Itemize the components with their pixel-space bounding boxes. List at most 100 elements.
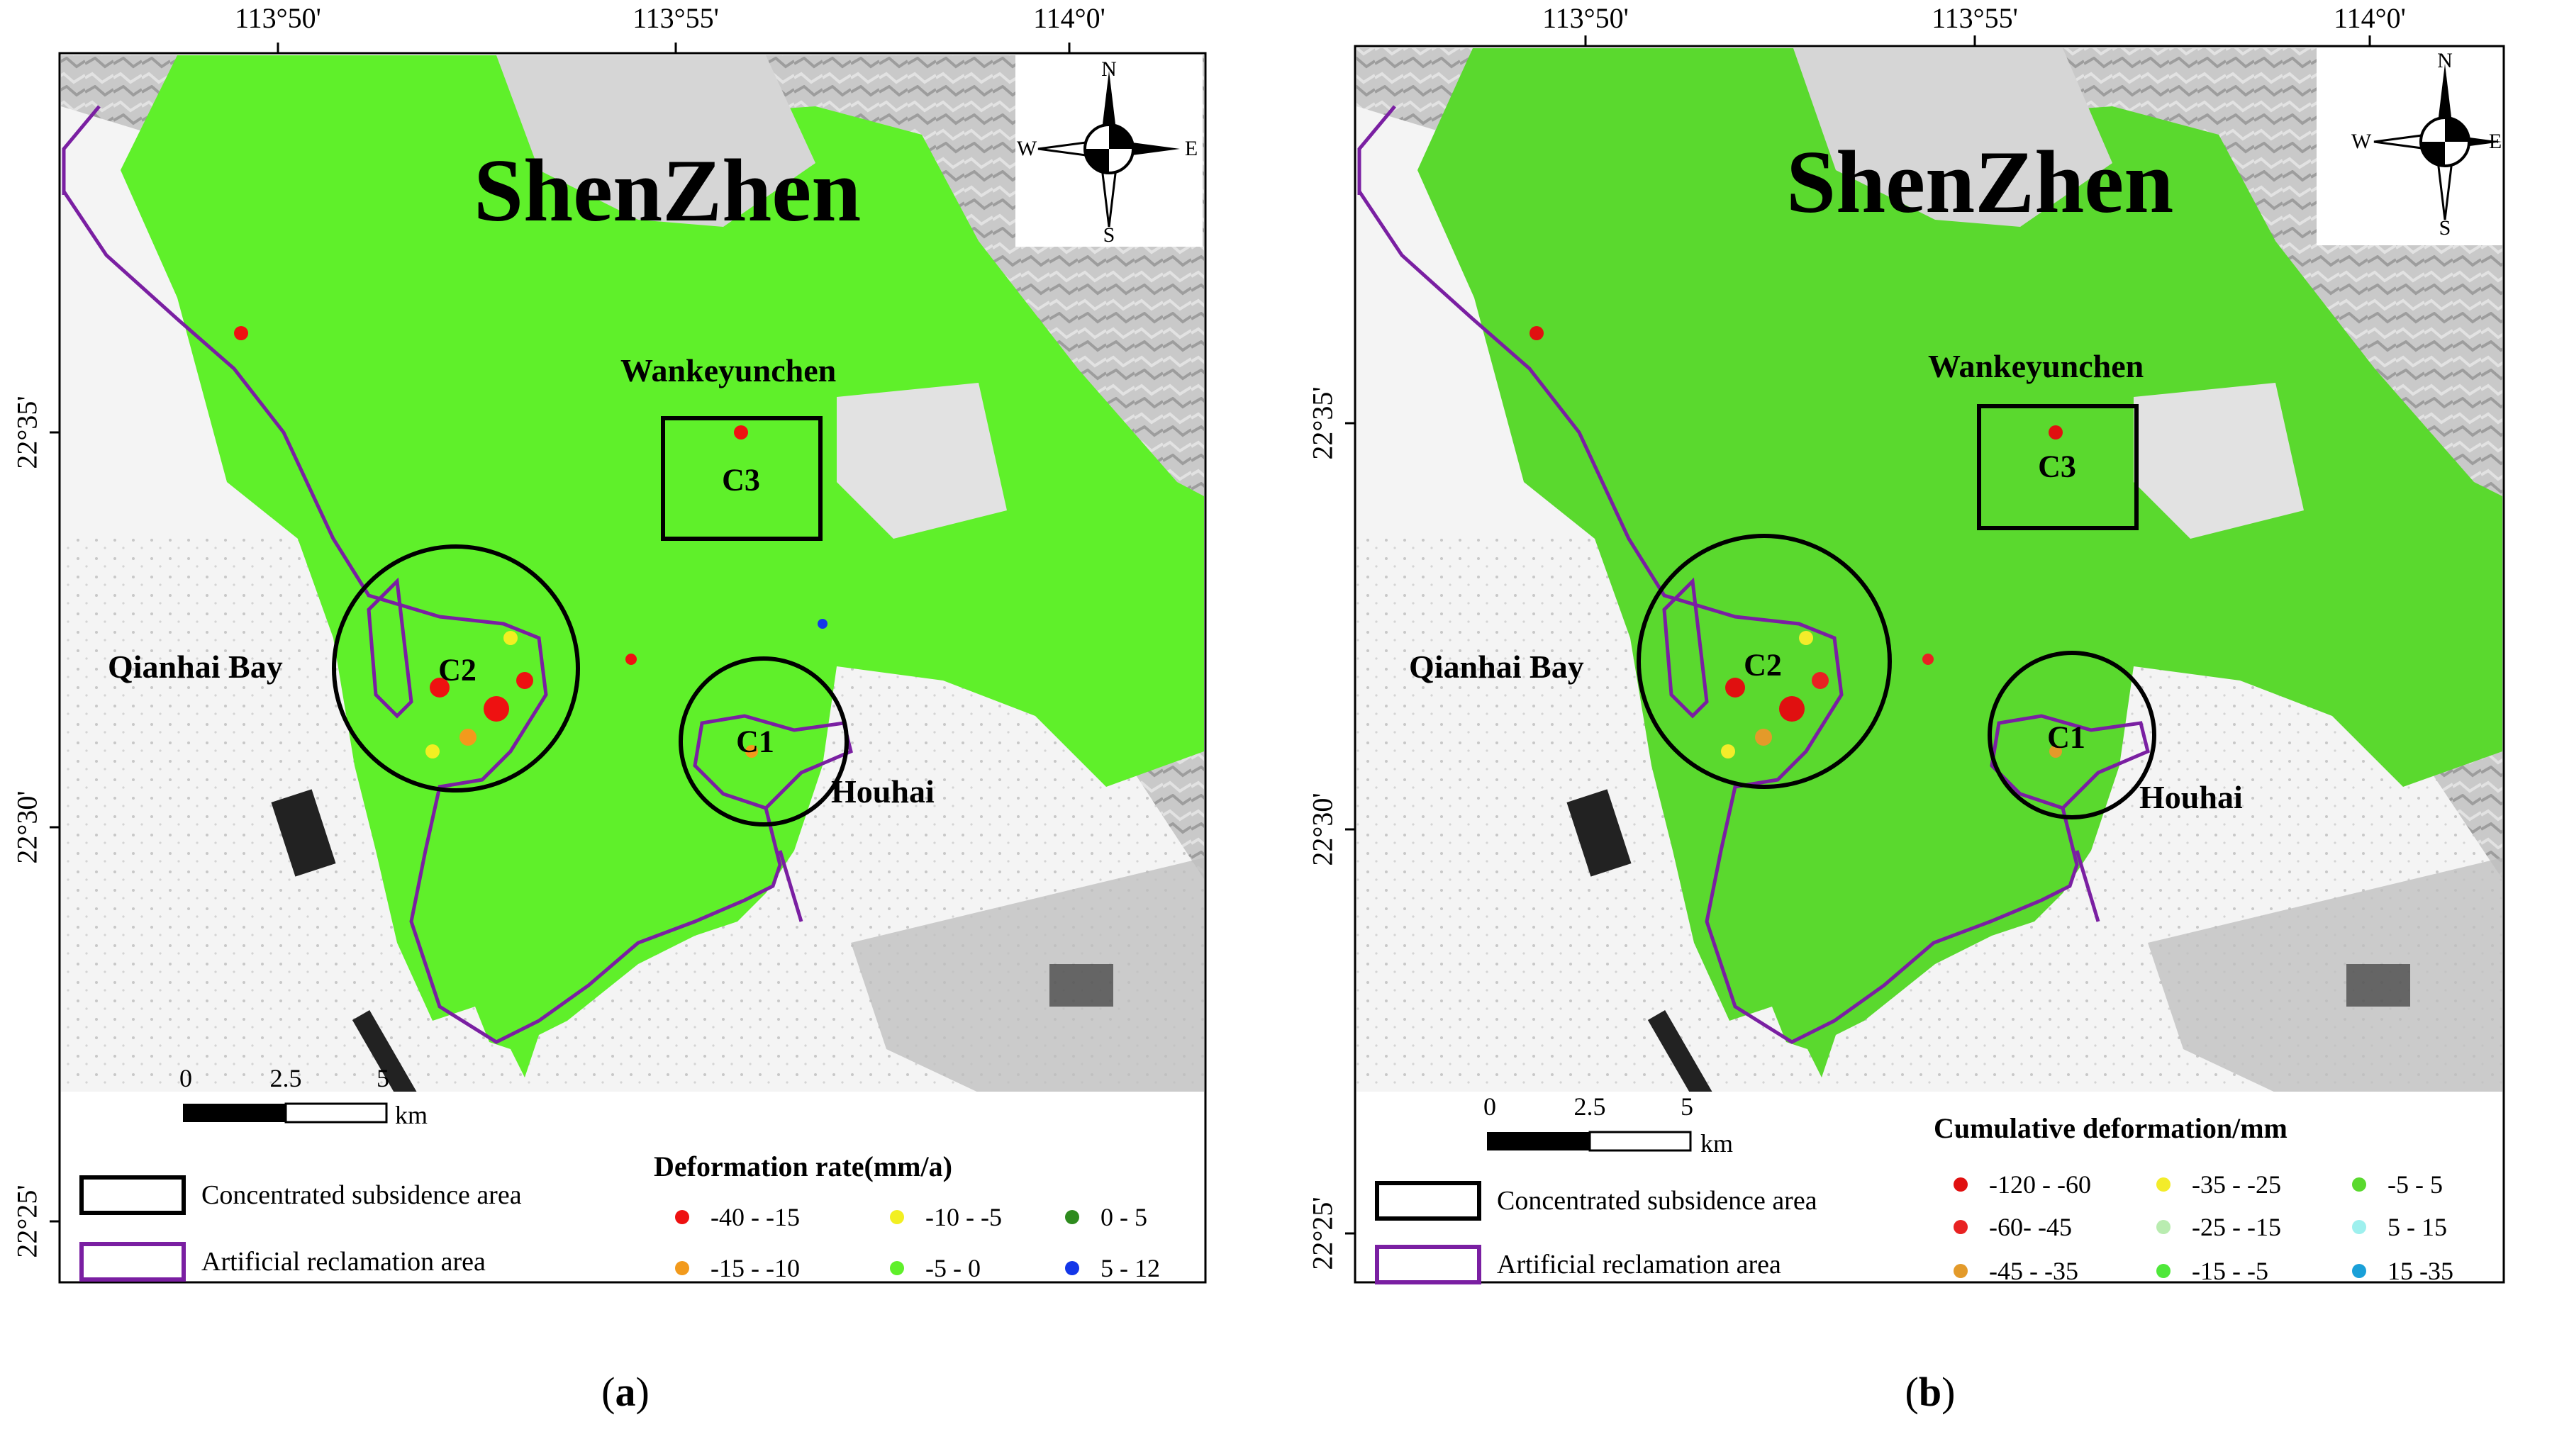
legend-swatch-black xyxy=(1375,1181,1481,1221)
legend-dot xyxy=(675,1261,689,1275)
zone-c1-circle xyxy=(1988,651,2156,819)
place-label-wankeyunchen: Wankeyunchen xyxy=(1928,348,2144,384)
place-label-wankeyunchen: Wankeyunchen xyxy=(620,352,837,388)
legend-dot xyxy=(2352,1177,2366,1192)
legend-class: 5 - 12 xyxy=(1065,1253,1160,1283)
scale-label: 5 xyxy=(1681,1092,1693,1121)
legend-class: -15 - -10 xyxy=(675,1253,800,1283)
legend-class: -10 - -5 xyxy=(890,1202,1002,1232)
place-label-qianhai-bay: Qianhai Bay xyxy=(108,649,283,685)
zone-label-c2: C2 xyxy=(438,652,477,688)
legend-title: Deformation rate(mm/a) xyxy=(654,1150,952,1182)
lon-tick-label: 114°0' xyxy=(2334,2,2406,34)
legend-concentrated: Concentrated subsidence area xyxy=(79,1175,522,1215)
legend-title: Cumulative deformation/mm xyxy=(1934,1112,2288,1144)
zone-c3-box xyxy=(661,416,823,541)
legend-dot xyxy=(2156,1220,2171,1234)
compass-n: N xyxy=(2437,49,2453,72)
legend-dot xyxy=(2352,1220,2366,1234)
legend-class: -35 - -25 xyxy=(2156,1170,2281,1199)
subsidence-hotspots xyxy=(1529,326,2063,758)
legend-swatch-purple xyxy=(79,1242,186,1282)
zone-c2-circle xyxy=(332,544,580,793)
compass xyxy=(2317,48,2502,245)
legend-class: -5 - 0 xyxy=(890,1253,981,1283)
lat-tick-label: 22°35' xyxy=(1306,386,1339,460)
place-label-qianhai-bay: Qianhai Bay xyxy=(1409,649,1584,685)
legend-class: 0 - 5 xyxy=(1065,1202,1147,1232)
legend-class: 15 -35 xyxy=(2352,1256,2453,1286)
lat-tick-label: 22°30' xyxy=(1306,793,1339,866)
scale-label: 2.5 xyxy=(269,1064,302,1092)
zone-label-c1: C1 xyxy=(736,724,774,759)
map-canvas xyxy=(1345,35,2505,1284)
deformation-coverage xyxy=(1417,48,2502,1077)
legend-concentrated-label: Concentrated subsidence area xyxy=(1497,1186,1817,1216)
legend-class: -45 - -35 xyxy=(1954,1256,2078,1286)
legend-dot xyxy=(890,1210,904,1224)
zone-c3-box xyxy=(1977,404,2139,530)
panel-caption-b: (b) xyxy=(1905,1369,1956,1415)
zone-label-c3: C3 xyxy=(722,462,760,498)
deformation-coverage xyxy=(121,55,1204,1077)
legend-swatch-purple xyxy=(1375,1245,1481,1284)
legend-artificial-label: Artificial reclamation area xyxy=(1497,1250,1781,1279)
scale-bar xyxy=(1487,1131,1692,1152)
legend-dot xyxy=(1954,1220,1968,1234)
lat-tick-label: 22°25' xyxy=(1306,1197,1339,1270)
map-panel-a: 113°50' 113°55' 114°0' 22°35' 22°30' 22°… xyxy=(0,0,1262,1456)
compass xyxy=(1015,55,1203,247)
lon-tick-label: 113°50' xyxy=(235,2,321,34)
zone-label-c1: C1 xyxy=(2047,719,2085,755)
lon-tick-label: 114°0' xyxy=(1033,2,1105,34)
legend-dot xyxy=(675,1210,689,1224)
reclamation-boundary xyxy=(1357,190,2150,1044)
legend-class: -120 - -60 xyxy=(1954,1170,2091,1199)
legend-class: -25 - -15 xyxy=(2156,1212,2281,1242)
legend-dot xyxy=(1954,1264,1968,1278)
compass-w: W xyxy=(2351,130,2372,153)
legend-class: -40 - -15 xyxy=(675,1202,800,1232)
zone-label-c2: C2 xyxy=(1744,647,1782,683)
scale-unit: km xyxy=(1700,1129,1734,1158)
legend-concentrated-label: Concentrated subsidence area xyxy=(201,1180,522,1210)
compass-w: W xyxy=(1016,137,1037,160)
legend-artificial: Artificial reclamation area xyxy=(79,1242,486,1282)
scale-label: 0 xyxy=(1483,1092,1496,1121)
city-label: ShenZhen xyxy=(1786,133,2174,232)
scale-unit: km xyxy=(394,1101,428,1129)
zone-c1-circle xyxy=(679,656,849,827)
legend-dot xyxy=(2156,1177,2171,1192)
lon-tick-label: 113°50' xyxy=(1542,2,1629,34)
zone-c2-circle xyxy=(1637,534,1892,789)
lat-tick-label: 22°35' xyxy=(11,396,43,469)
compass-s: S xyxy=(1103,223,1115,247)
compass-s: S xyxy=(2439,216,2451,240)
legend-concentrated: Concentrated subsidence area xyxy=(1375,1181,1817,1221)
legend-artificial-label: Artificial reclamation area xyxy=(201,1247,486,1277)
place-label-houhai: Houhai xyxy=(2139,779,2243,815)
legend-dot xyxy=(1065,1261,1079,1275)
panel-caption-a: (a) xyxy=(601,1369,650,1415)
compass-n: N xyxy=(1101,57,1117,81)
map-canvas xyxy=(50,43,1207,1284)
subsidence-hotspots xyxy=(234,326,828,758)
lon-tick-label: 113°55' xyxy=(1932,2,2018,34)
scale-bar xyxy=(183,1102,388,1124)
legend-class: -60- -45 xyxy=(1954,1212,2072,1242)
map-panel-b: 113°50' 113°55' 114°0' 22°35' 22°30' 22°… xyxy=(1290,0,2552,1456)
legend-dot xyxy=(1065,1210,1079,1224)
legend-class: -15 - -5 xyxy=(2156,1256,2268,1286)
lon-tick-label: 113°55' xyxy=(633,2,719,34)
place-label-houhai: Houhai xyxy=(831,773,935,810)
scale-label: 2.5 xyxy=(1573,1092,1606,1121)
legend-swatch-black xyxy=(79,1175,186,1215)
reclamation-boundary xyxy=(62,190,853,1044)
lat-tick-label: 22°30' xyxy=(11,790,43,864)
compass-e: E xyxy=(2488,130,2502,153)
legend-artificial: Artificial reclamation area xyxy=(1375,1245,1781,1284)
compass-e: E xyxy=(1184,137,1198,160)
legend-dot xyxy=(2352,1264,2366,1278)
lat-tick-label: 22°25' xyxy=(11,1185,43,1258)
scale-label: 5 xyxy=(377,1064,389,1092)
